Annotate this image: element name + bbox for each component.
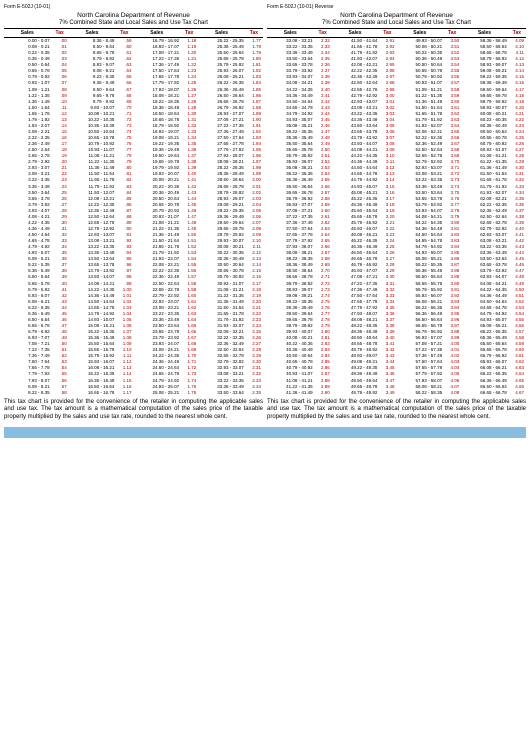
form-id-right: Form E-502J (10-01) Reverse: [267, 4, 526, 10]
col-sales: Sales: [332, 29, 379, 38]
col-tax: Tax: [443, 29, 461, 38]
subheader-right: 7% Combined State and Local Sales and Us…: [267, 20, 526, 26]
tax-amount: 3.49: [378, 390, 396, 396]
sales-range: 8.22 - 8.35: [4, 390, 51, 396]
col-sales: Sales: [396, 29, 443, 38]
tax-amount: 1.17: [115, 390, 133, 396]
header-left: North Carolina Department of Revenue: [4, 12, 263, 19]
right-panel: Form E-502J (10-01) Reverse North Caroli…: [267, 4, 526, 421]
sales-range: 58.22 - 58.35: [396, 390, 443, 396]
left-panel: Form E-502J (10-01) North Carolina Depar…: [4, 4, 263, 421]
tax-amount: 1.76: [180, 390, 198, 396]
tax-amount: 4.08: [443, 390, 461, 396]
subheader-left: 7% Combined State and Local Sales and Us…: [4, 20, 263, 26]
sales-range: 25.08 - 25.21: [133, 390, 180, 396]
table-header-row: Sales Tax Sales Tax Sales Tax Sales Tax: [4, 29, 263, 38]
bottom-stripe: [4, 427, 526, 438]
col-sales: Sales: [267, 29, 314, 38]
col-tax: Tax: [115, 29, 133, 38]
table-row: 41.36 - 41.492.9049.79 - 49.923.4958.22 …: [267, 390, 526, 396]
col-tax: Tax: [508, 29, 526, 38]
tax-amount: 4.67: [508, 390, 526, 396]
col-tax: Tax: [245, 29, 263, 38]
sales-range: 66.65 - 66.78: [461, 390, 508, 396]
col-sales: Sales: [133, 29, 180, 38]
tax-amount: .58: [51, 390, 69, 396]
sales-range: 16.65 - 16.78: [69, 390, 116, 396]
tax-table-left: Sales Tax Sales Tax Sales Tax Sales Tax …: [4, 28, 263, 396]
tax-table-right: Sales Tax Sales Tax Sales Tax Sales Tax …: [267, 28, 526, 396]
col-sales: Sales: [198, 29, 245, 38]
col-tax: Tax: [51, 29, 69, 38]
col-sales: Sales: [69, 29, 116, 38]
sales-range: 49.79 - 49.92: [332, 390, 379, 396]
sales-range: 41.36 - 41.49: [267, 390, 314, 396]
col-sales: Sales: [4, 29, 51, 38]
tax-amount: 2.35: [245, 390, 263, 396]
footer-left: This tax chart is provided for the conve…: [4, 399, 263, 422]
form-id-left: Form E-502J (10-01): [4, 4, 263, 10]
col-sales: Sales: [461, 29, 508, 38]
footer-right: This tax chart is provided for the conve…: [267, 399, 526, 422]
table-row: 8.22 - 8.35.5816.65 - 16.781.1725.08 - 2…: [4, 390, 263, 396]
col-tax: Tax: [180, 29, 198, 38]
sales-range: 33.50 - 33.64: [198, 390, 245, 396]
table-header-row: Sales Tax Sales Tax Sales Tax Sales Tax: [267, 29, 526, 38]
col-tax: Tax: [378, 29, 396, 38]
tax-amount: 2.90: [314, 390, 332, 396]
col-tax: Tax: [314, 29, 332, 38]
header-right: North Carolina Department of Revenue: [267, 12, 526, 19]
